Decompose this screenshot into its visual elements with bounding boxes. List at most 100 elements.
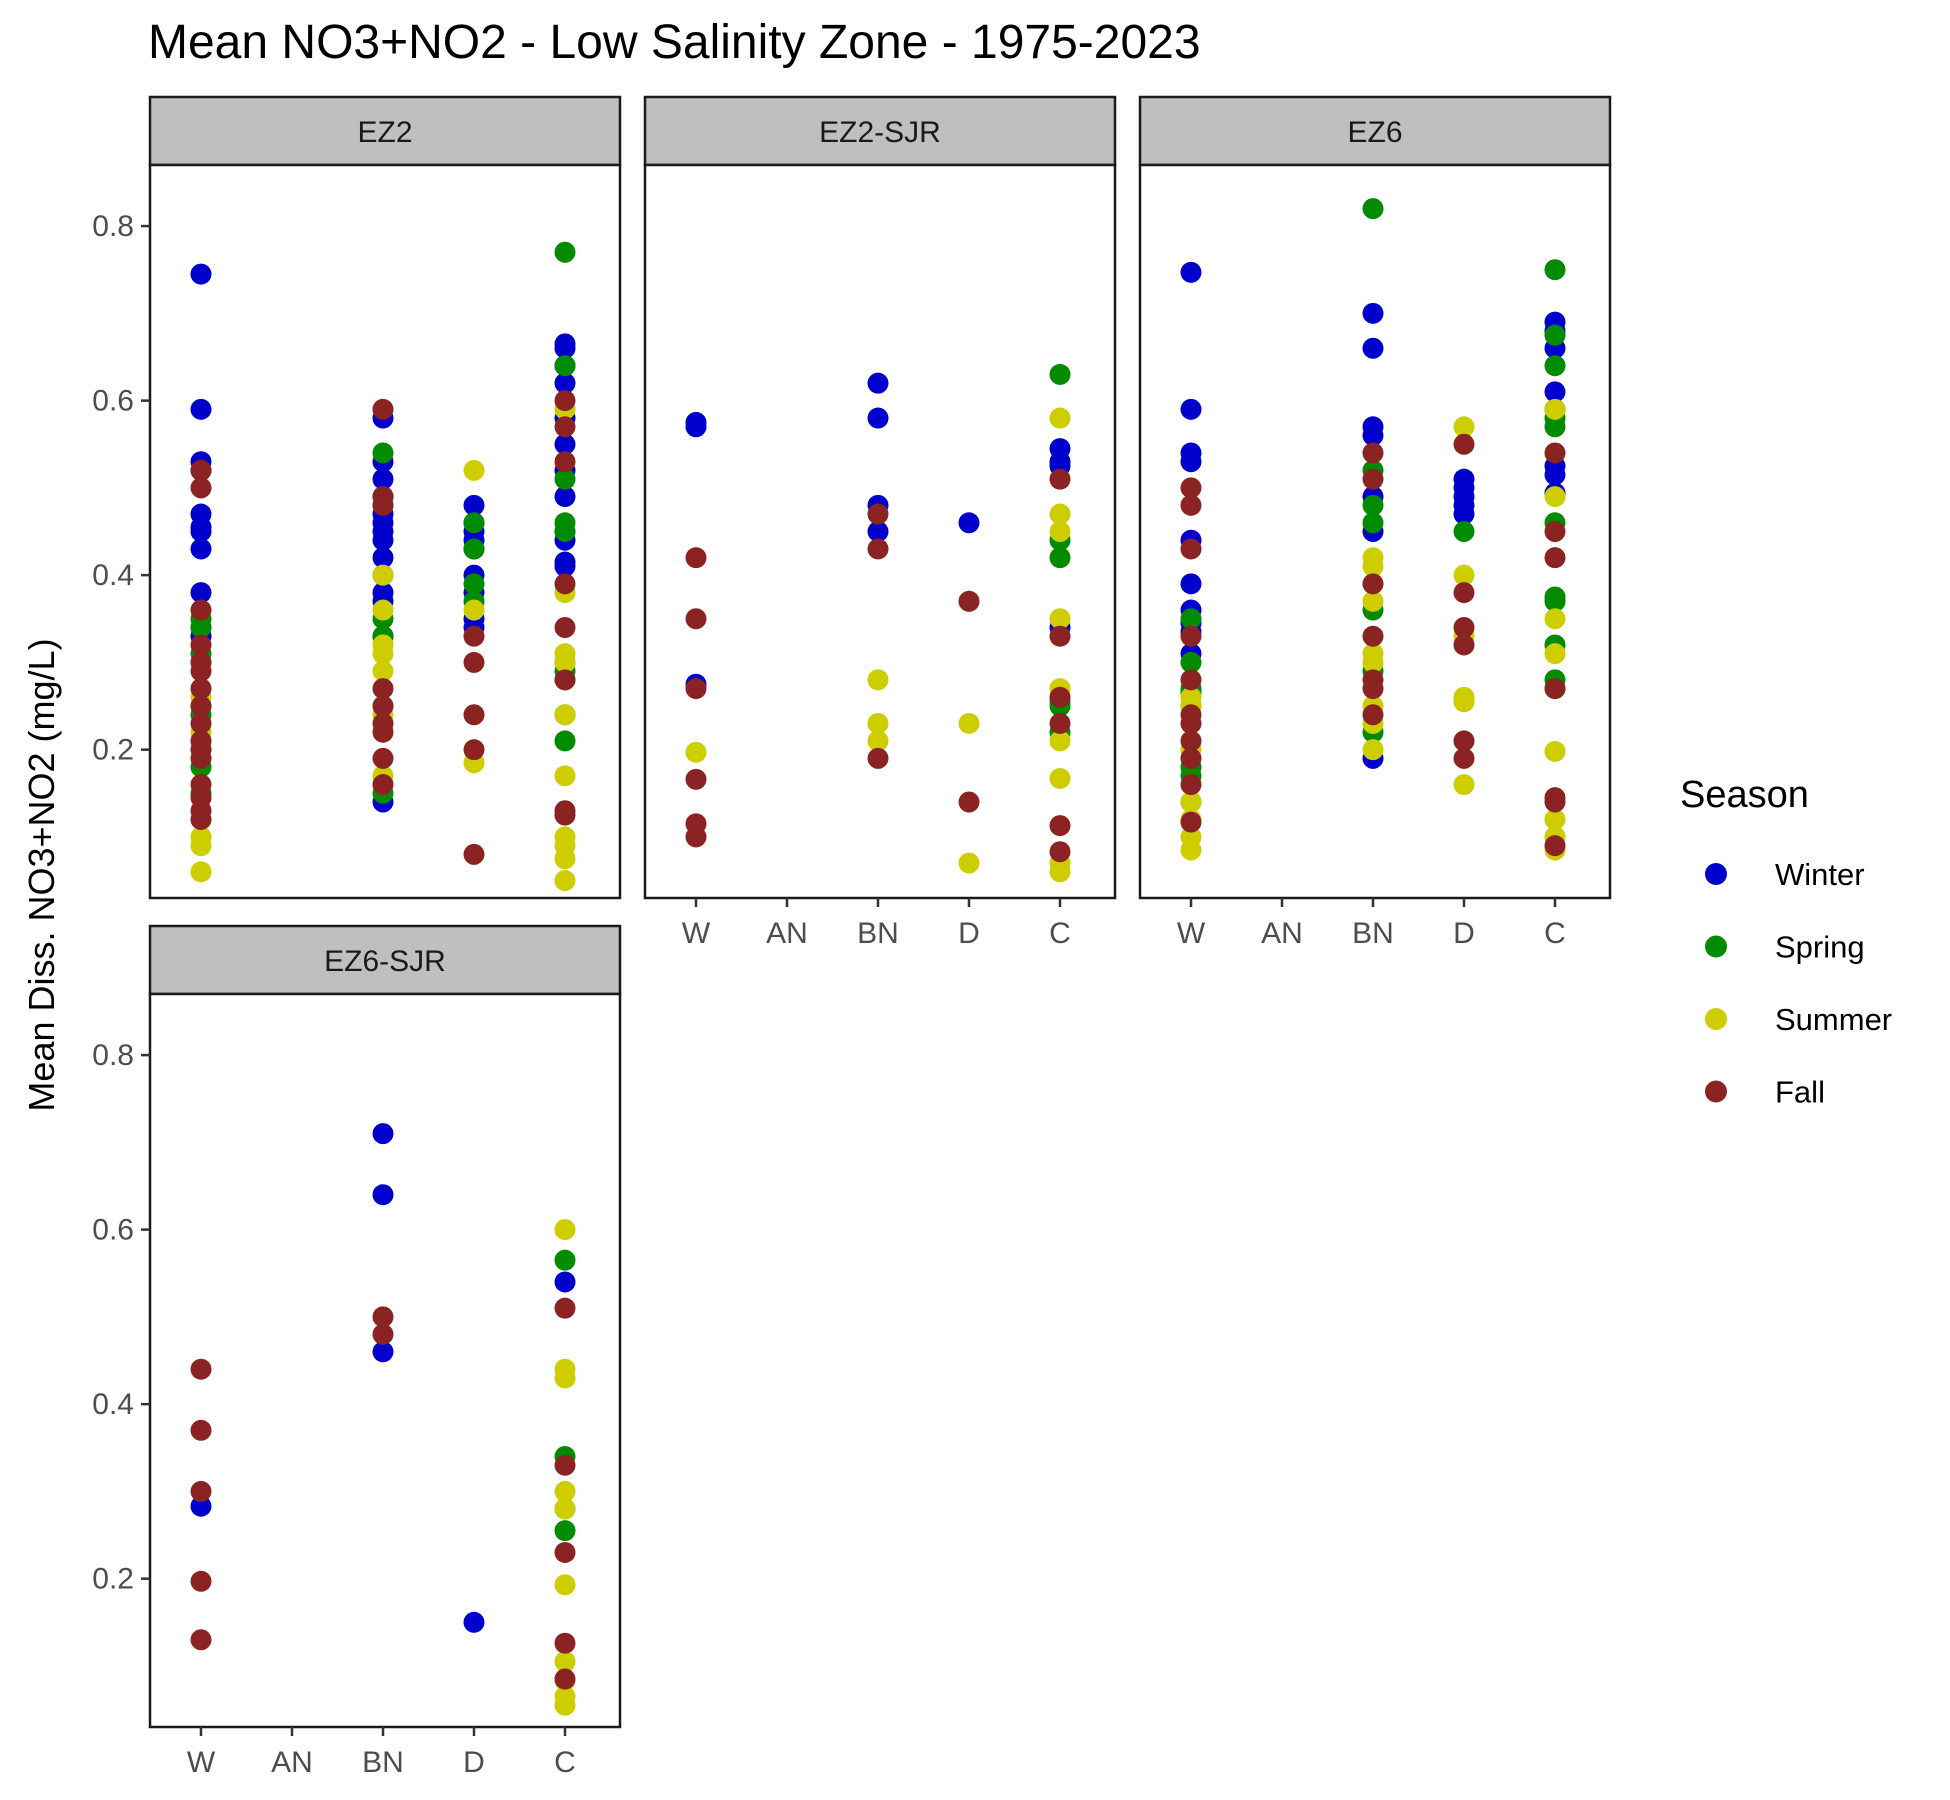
- data-point: [1544, 643, 1566, 665]
- data-point: [1453, 433, 1475, 455]
- facet-strip-label: EZ6: [1347, 116, 1402, 149]
- data-point: [372, 1341, 394, 1363]
- data-point: [554, 1480, 576, 1502]
- data-point: [1544, 416, 1566, 438]
- data-point: [372, 1323, 394, 1345]
- data-point: [190, 747, 212, 769]
- data-point: [1362, 302, 1384, 324]
- data-point: [1180, 811, 1202, 833]
- data-point: [1544, 381, 1566, 403]
- data-point: [554, 372, 576, 394]
- data-point: [372, 643, 394, 665]
- data-point: [463, 494, 485, 516]
- data-point: [372, 599, 394, 621]
- data-point: [958, 791, 980, 813]
- data-point: [1544, 521, 1566, 542]
- legend-label-spring: Spring: [1775, 930, 1865, 965]
- x-tick-label: D: [1453, 917, 1475, 950]
- facet-strip: [643, 95, 1117, 167]
- data-point: [554, 651, 576, 673]
- data-point: [554, 521, 576, 542]
- data-point: [1362, 739, 1384, 761]
- data-point: [372, 468, 394, 490]
- data-point: [1049, 767, 1071, 789]
- data-point: [190, 398, 212, 420]
- data-point: [1049, 686, 1071, 708]
- data-point: [372, 774, 394, 796]
- data-point: [1049, 815, 1071, 837]
- data-point: [372, 494, 394, 516]
- data-point: [554, 1498, 576, 1520]
- data-point: [1049, 547, 1071, 569]
- data-point: [372, 747, 394, 769]
- data-point: [554, 433, 576, 455]
- data-point: [463, 651, 485, 673]
- data-point: [554, 616, 576, 638]
- x-tick-label: C: [554, 1746, 576, 1779]
- y-tick-label: 0.4: [92, 559, 134, 592]
- x-tick-label: D: [463, 1746, 485, 1779]
- data-point: [1180, 774, 1202, 796]
- data-point: [1049, 521, 1071, 542]
- data-point: [1049, 468, 1071, 490]
- facet-strip-label: EZ2: [357, 116, 412, 149]
- data-point: [1049, 861, 1071, 883]
- legend-key-winter: [1705, 863, 1727, 885]
- facet-panel: EZ2-SJR W AN BN D C: [643, 95, 1117, 950]
- data-point: [554, 555, 576, 577]
- data-point: [190, 1629, 212, 1651]
- y-tick-label: 0.8: [92, 1039, 134, 1072]
- data-point: [190, 1358, 212, 1380]
- data-point: [463, 538, 485, 560]
- data-point: [190, 660, 212, 682]
- data-point: [1453, 747, 1475, 769]
- data-point: [1544, 808, 1566, 830]
- data-point: [1362, 678, 1384, 700]
- data-point: [1453, 730, 1475, 752]
- data-point: [685, 768, 707, 790]
- facet-strip-label: EZ2-SJR: [819, 116, 941, 149]
- data-point: [1180, 451, 1202, 473]
- data-point: [463, 573, 485, 595]
- data-point: [463, 512, 485, 534]
- data-point: [372, 660, 394, 682]
- data-point: [867, 730, 889, 752]
- data-point: [554, 355, 576, 377]
- legend-label-winter: Winter: [1775, 857, 1865, 892]
- data-point: [554, 468, 576, 490]
- x-tick-label: AN: [766, 917, 808, 950]
- x-tick-label: W: [1177, 917, 1206, 950]
- data-point: [1544, 324, 1566, 346]
- data-point: [958, 712, 980, 734]
- data-point: [1544, 791, 1566, 813]
- data-point: [190, 1495, 212, 1517]
- facet-panel: EZ6-SJR 0.2 0.4 0.6 0.8 W AN BN D C: [92, 924, 622, 1779]
- legend-label-fall: Fall: [1775, 1075, 1825, 1110]
- data-point: [554, 1297, 576, 1319]
- y-tick-label: 0.8: [92, 210, 134, 243]
- y-tick-label: 0.6: [92, 385, 134, 418]
- data-point: [1180, 398, 1202, 420]
- data-point: [1180, 538, 1202, 560]
- data-point: [554, 804, 576, 826]
- data-point: [554, 1574, 576, 1596]
- data-point: [1362, 442, 1384, 464]
- data-point: [554, 765, 576, 787]
- data-point: [1180, 494, 1202, 516]
- data-point: [554, 390, 576, 412]
- data-point: [1544, 398, 1566, 420]
- data-point: [463, 739, 485, 761]
- data-point: [372, 1184, 394, 1206]
- data-point: [372, 442, 394, 464]
- data-point: [554, 337, 576, 359]
- data-point: [1544, 464, 1566, 486]
- data-point: [190, 459, 212, 481]
- data-point: [554, 1632, 576, 1654]
- data-point: [685, 678, 707, 700]
- x-tick-label: D: [958, 917, 980, 950]
- data-point: [1180, 573, 1202, 595]
- data-point: [1453, 416, 1475, 438]
- data-point: [1362, 555, 1384, 577]
- data-point: [372, 1306, 394, 1328]
